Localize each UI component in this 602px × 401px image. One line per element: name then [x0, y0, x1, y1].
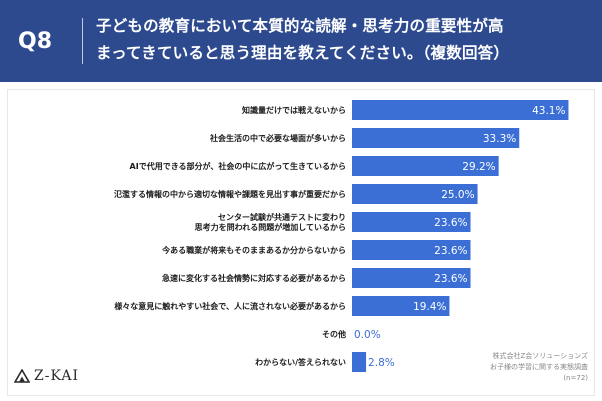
- category-label: 知識量だけでは戦えないから: [242, 105, 346, 115]
- bar: [352, 296, 450, 316]
- question-header: Q8 子どもの教育において本質的な読解・思考力の重要性が高 まってきていると思う…: [0, 0, 602, 82]
- value-label: 23.6%: [434, 273, 467, 285]
- value-label: 43.1%: [532, 105, 565, 117]
- zkai-logo-icon: [14, 369, 30, 383]
- question-title-line-1: 子どもの教育において本質的な読解・思考力の重要性が高: [96, 17, 504, 35]
- category-label: わからない/答えられない: [255, 357, 346, 367]
- bar: [352, 184, 478, 204]
- category-label: 社会生活の中で必要な場面が多いから: [209, 133, 346, 143]
- bar: [352, 352, 367, 372]
- value-label: 19.4%: [413, 301, 446, 313]
- category-label: その他: [322, 329, 346, 339]
- value-label: 2.8%: [368, 357, 395, 369]
- source-line-2: お子様の学習に関する実態調査: [490, 363, 588, 371]
- source-note: 株式会社Z会ソリューションズ お子様の学習に関する実態調査 (n=72): [490, 351, 588, 384]
- question-title: 子どもの教育において本質的な読解・思考力の重要性が高 まってきていると思う理由を…: [96, 13, 591, 67]
- category-label: 様々な意見に触れやすい社会で、人に流されない必要があるから: [114, 301, 346, 311]
- category-label: 今ある職業が将来もそのままあるか分からないから: [161, 245, 346, 255]
- bar: [352, 268, 471, 288]
- value-label: 23.6%: [434, 217, 467, 229]
- source-line-3: (n=72): [563, 374, 588, 382]
- bar: [352, 240, 471, 260]
- bar: [352, 128, 520, 148]
- category-label: センター試験が共通テストに変わり思考力を問われる問題が増加しているから: [195, 212, 346, 232]
- category-label: AIで代用できる部分が、社会の中に広がって生きているから: [130, 161, 346, 171]
- source-line-1: 株式会社Z会ソリューションズ: [492, 352, 588, 360]
- value-label: 23.6%: [434, 245, 467, 257]
- category-label: 急速に変化する社会情勢に対応する必要があるから: [162, 273, 346, 283]
- zkai-logo: Z-KAI: [14, 366, 79, 386]
- value-label: 0.0%: [354, 329, 381, 341]
- question-title-line-2: まってきていると思う理由を教えてください。（複数回答）: [96, 44, 510, 62]
- header-divider: [82, 18, 83, 64]
- question-number: Q8: [18, 29, 53, 54]
- value-label: 29.2%: [462, 161, 495, 173]
- bar: [352, 156, 499, 176]
- value-label: 33.3%: [483, 133, 516, 145]
- bar: [352, 212, 471, 232]
- bar: [352, 100, 569, 120]
- category-label: 氾濫する情報の中から適切な情報や課題を見出す事が重要だから: [114, 189, 346, 199]
- logo-text: Z-KAI: [34, 368, 79, 384]
- value-label: 25.0%: [441, 189, 474, 201]
